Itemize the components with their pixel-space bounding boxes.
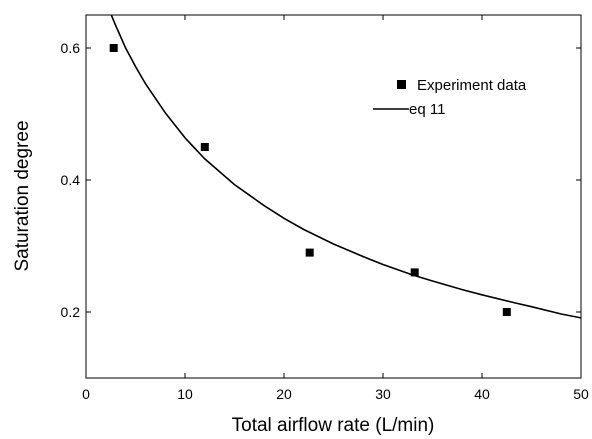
legend: Experiment data eq 11 (373, 77, 527, 118)
y-tick-label: 0.4 (61, 172, 81, 188)
experiment-point (109, 44, 118, 52)
experiment-point (410, 268, 419, 277)
experiment-point (502, 308, 511, 316)
x-tick-label: 30 (375, 386, 391, 402)
fit-curve-layer (110, 15, 581, 319)
y-tick-label: 0.2 (61, 304, 81, 320)
x-axis-title: Total airflow rate (L/min) (232, 415, 435, 436)
y-axis-title: Saturation degree (12, 120, 33, 271)
data-points-layer (109, 44, 511, 316)
plot-frame (85, 14, 582, 379)
legend-label-experiment: Experiment data (417, 77, 527, 94)
x-tick-label: 0 (82, 386, 90, 402)
x-tick-label: 20 (276, 386, 292, 402)
x-tick-label: 10 (177, 386, 193, 402)
axis-ticks (85, 15, 582, 378)
experiment-point (200, 143, 209, 151)
experiment-point (305, 248, 314, 257)
y-tick-label: 0.6 (61, 40, 81, 56)
legend-marker-square (397, 80, 406, 89)
x-tick-label: 50 (573, 386, 589, 402)
eq11-curve (110, 15, 581, 319)
legend-label-eq11: eq 11 (409, 101, 445, 118)
axis-tick-labels: 0 10 20 30 40 50 0.2 0.4 0.6 (61, 40, 589, 402)
x-tick-label: 40 (474, 386, 490, 402)
